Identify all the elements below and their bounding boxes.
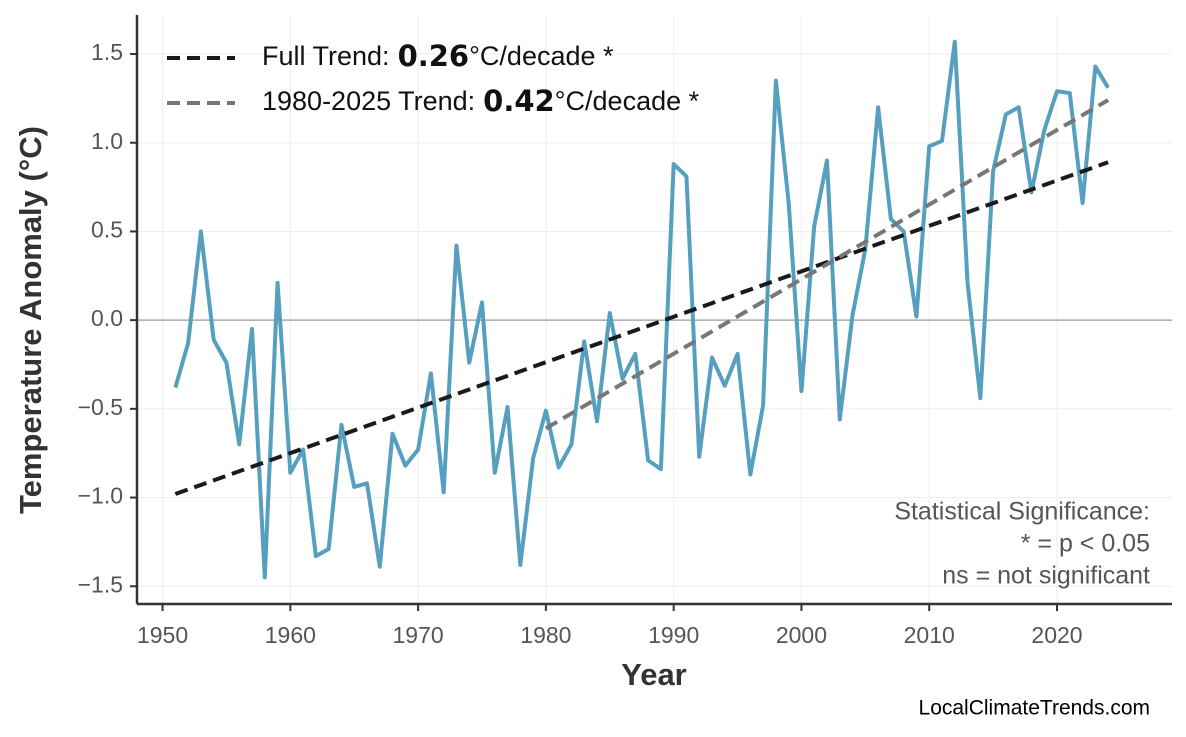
annotation: ns = not significant: [942, 562, 1150, 590]
x-tick-label: 2010: [904, 622, 955, 648]
x-tick-label: 1980: [520, 622, 571, 648]
legend-label-part: 0.26: [398, 39, 470, 73]
y-tick-label: 0.0: [91, 305, 123, 331]
x-tick-label: 2020: [1031, 622, 1082, 648]
trend-line: [174, 160, 1109, 496]
y-tick-label: 1.5: [91, 39, 123, 65]
trend-line: [544, 98, 1110, 431]
legend-label-part: °C/decade *: [555, 86, 700, 116]
y-axis-title: Temperature Anomaly (°C): [13, 126, 48, 514]
watermark: LocalClimateTrends.com: [919, 697, 1150, 720]
legend-label-part: 1980-2025 Trend:: [262, 86, 475, 116]
y-tick-label: 0.5: [91, 217, 123, 243]
y-tick-label: 1.0: [91, 128, 123, 154]
x-tick-label: 2000: [776, 622, 827, 648]
x-tick-label: 1960: [265, 622, 316, 648]
annotation: Statistical Significance:: [894, 498, 1150, 526]
legend-label-part: Full Trend:: [262, 41, 390, 71]
x-tick-label: 1950: [137, 622, 188, 648]
legend-label-part: 0.42: [483, 84, 555, 118]
y-tick-label: −0.5: [78, 394, 123, 420]
y-tick-label: −1.5: [78, 571, 123, 597]
annotation: * = p < 0.05: [1021, 530, 1150, 558]
x-tick-label: 1970: [393, 622, 444, 648]
y-tick-label: −1.0: [78, 483, 123, 509]
legend-label: 1980-2025 Trend: 0.42°C/decade *: [262, 84, 700, 118]
legend-label-part: °C/decade *: [469, 41, 614, 71]
x-tick-label: 1990: [648, 622, 699, 648]
x-axis-title: Year: [621, 657, 687, 692]
legend-label: Full Trend: 0.26°C/decade *: [262, 39, 614, 73]
data-line: [173, 39, 1110, 580]
